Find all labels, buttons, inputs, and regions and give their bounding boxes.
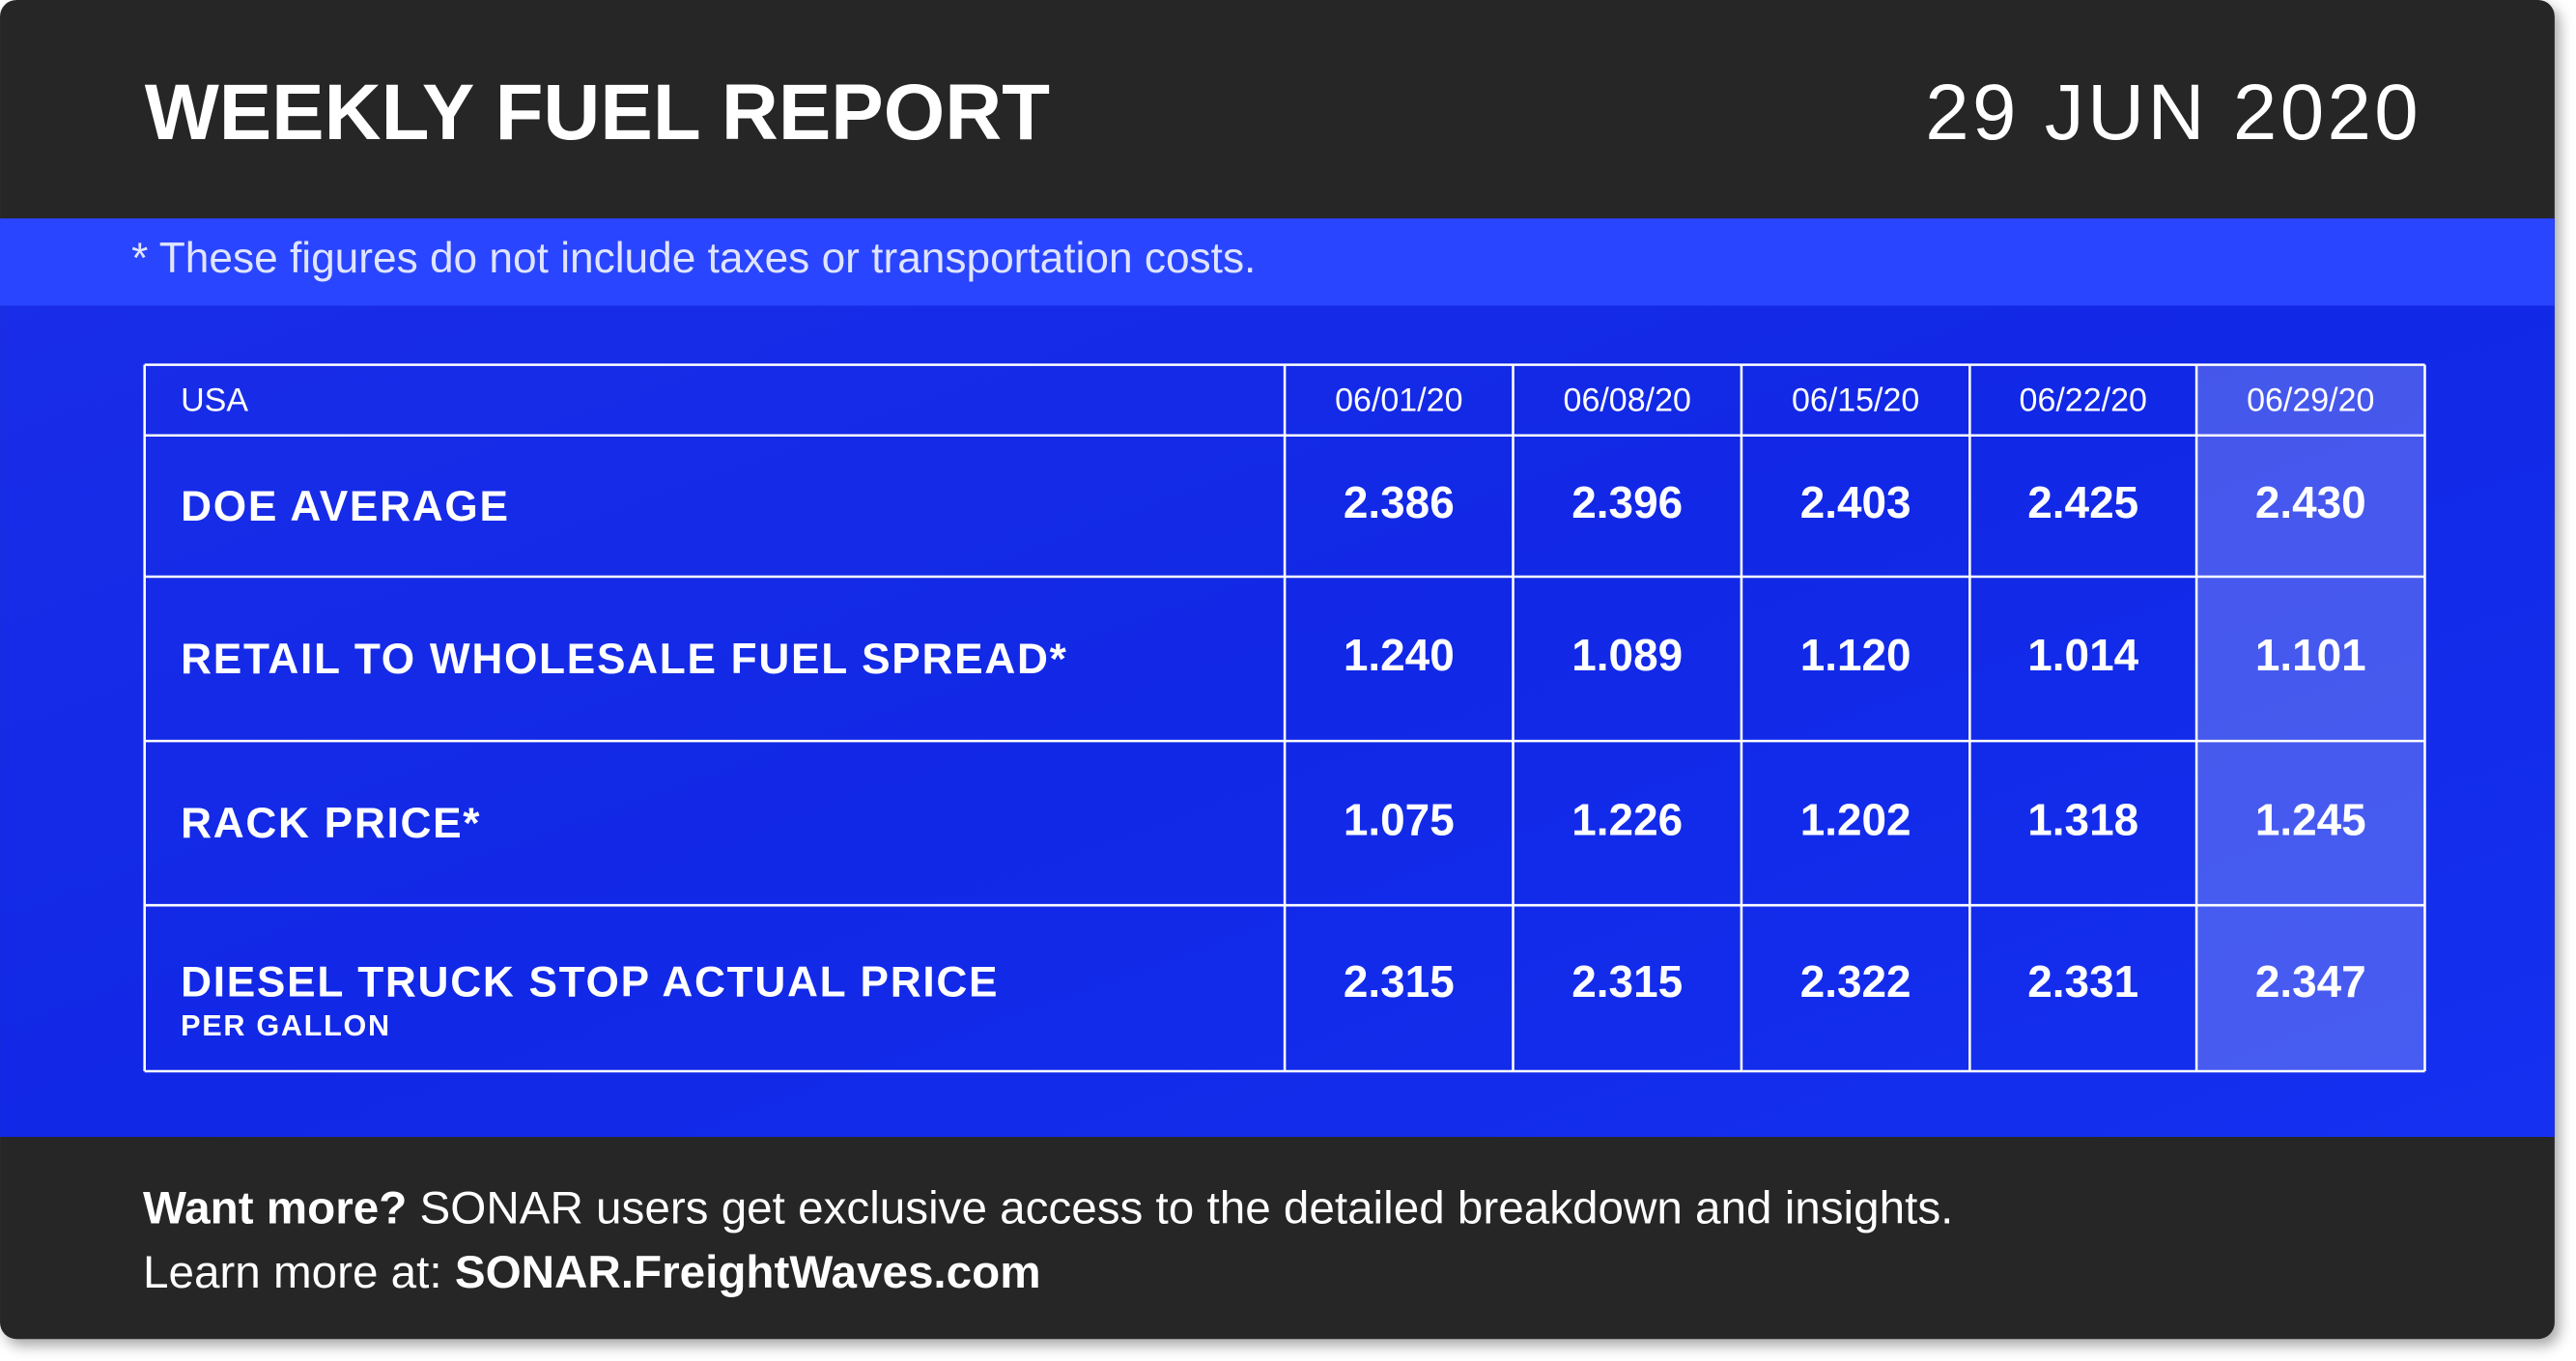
- cell-value: 2.315: [1571, 956, 1683, 1007]
- cell-value: 1.120: [1800, 630, 1911, 680]
- cell-value: 2.322: [1800, 956, 1911, 1007]
- row-sublabel: PER GALLON: [181, 1009, 391, 1042]
- row-label: DIESEL TRUCK STOP ACTUAL PRICE: [181, 958, 999, 1006]
- cell-value: 2.315: [1344, 956, 1455, 1007]
- column-header: USA: [181, 383, 248, 419]
- footer-text: SONAR users get exclusive access to the …: [407, 1182, 1953, 1233]
- column-header: 06/08/20: [1564, 383, 1691, 419]
- cell-value: 1.089: [1571, 630, 1683, 680]
- cell-value: 2.396: [1571, 477, 1683, 527]
- title: WEEKLY FUEL REPORT: [145, 69, 1050, 156]
- cell-value: 1.202: [1800, 794, 1911, 844]
- cell-value: 1.075: [1344, 794, 1455, 844]
- cell-value: 2.386: [1344, 477, 1455, 527]
- footer-line-2: Learn more at: SONAR.FreightWaves.com: [143, 1246, 1041, 1297]
- table: USA 06/01/20 06/08/20 06/15/20 06/22/20 06/29…: [143, 363, 2426, 1073]
- footer-text: Learn more at:: [143, 1246, 455, 1297]
- blue-panel: [0, 218, 2555, 1138]
- column-header: 06/29/20: [2247, 383, 2374, 419]
- row-label: RETAIL TO WHOLESALE FUEL SPREAD*: [181, 636, 1067, 683]
- footer-line-1: Want more? SONAR users get exclusive acc…: [143, 1182, 1953, 1233]
- cell-value: 1.240: [1344, 630, 1455, 680]
- row-label: DOE AVERAGE: [181, 483, 510, 530]
- cell-value: 2.331: [2027, 956, 2138, 1007]
- footer-link[interactable]: SONAR.FreightWaves.com: [455, 1246, 1041, 1297]
- cell-value: 1.226: [1571, 794, 1683, 844]
- footer-bold: Want more?: [143, 1182, 407, 1233]
- cell-value: 2.403: [1800, 477, 1911, 527]
- cell-value: 1.101: [2255, 630, 2366, 680]
- cell-value: 1.014: [2027, 630, 2138, 680]
- row-label: RACK PRICE*: [181, 800, 481, 847]
- cell-value: 2.347: [2255, 956, 2366, 1007]
- cell-value: 1.318: [2027, 794, 2138, 844]
- cell-value: 2.425: [2027, 477, 2138, 527]
- note-band: [0, 218, 2555, 306]
- cell-value: 2.430: [2255, 477, 2366, 527]
- highlight-column: [2196, 364, 2425, 1071]
- column-header: 06/22/20: [2020, 383, 2147, 419]
- note: * These figures do not include taxes or …: [131, 235, 1256, 282]
- date: 29 JUN 2020: [1925, 69, 2421, 156]
- cell-value: 1.245: [2255, 794, 2366, 844]
- column-header: 06/15/20: [1792, 383, 1919, 419]
- column-header: 06/01/20: [1335, 383, 1462, 419]
